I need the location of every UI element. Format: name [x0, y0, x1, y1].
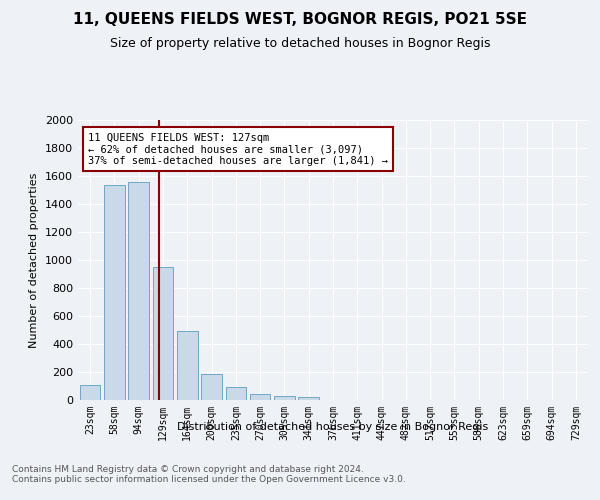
Bar [104, 185, 125, 400]
Bar [177, 332, 197, 400]
Y-axis label: Number of detached properties: Number of detached properties [29, 172, 40, 348]
Bar [80, 385, 100, 400]
Bar [274, 396, 295, 400]
Text: 11 QUEENS FIELDS WEST: 127sqm
← 62% of detached houses are smaller (3,097)
37% o: 11 QUEENS FIELDS WEST: 127sqm ← 62% of d… [88, 132, 388, 166]
Bar [250, 394, 271, 400]
Bar [152, 267, 173, 400]
Text: Distribution of detached houses by size in Bognor Regis: Distribution of detached houses by size … [178, 422, 488, 432]
Bar [226, 388, 246, 400]
Text: Size of property relative to detached houses in Bognor Regis: Size of property relative to detached ho… [110, 38, 490, 51]
Bar [128, 182, 149, 400]
Bar [201, 374, 222, 400]
Text: Contains HM Land Registry data © Crown copyright and database right 2024.
Contai: Contains HM Land Registry data © Crown c… [12, 465, 406, 484]
Bar [298, 398, 319, 400]
Text: 11, QUEENS FIELDS WEST, BOGNOR REGIS, PO21 5SE: 11, QUEENS FIELDS WEST, BOGNOR REGIS, PO… [73, 12, 527, 28]
